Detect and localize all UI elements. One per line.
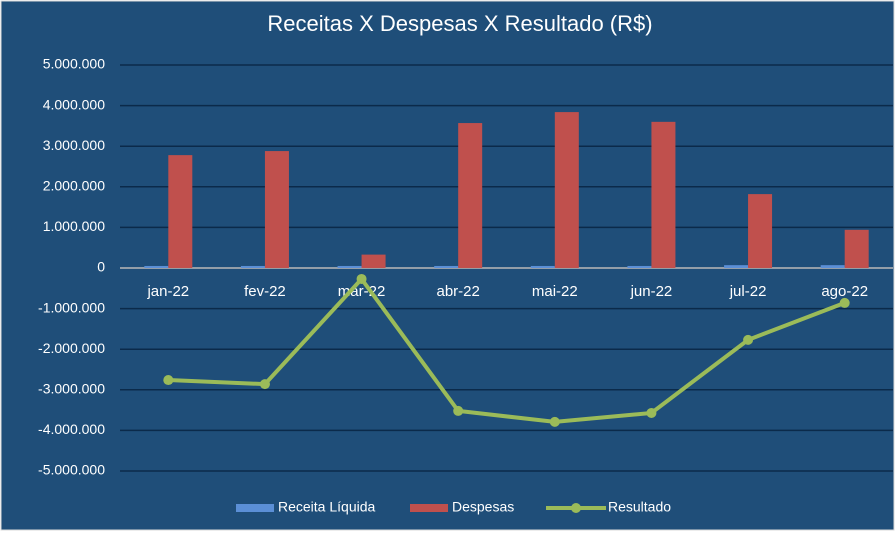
y-tick-label: 1.000.000 — [43, 218, 105, 234]
y-tick-label: -1.000.000 — [38, 299, 105, 315]
point — [549, 416, 560, 427]
point — [453, 405, 464, 416]
legend-swatch — [410, 504, 448, 512]
y-tick-label: -4.000.000 — [38, 421, 105, 437]
y-tick-label: 5.000.000 — [43, 56, 105, 72]
point — [356, 273, 367, 284]
bar — [627, 265, 652, 268]
bar — [651, 121, 676, 268]
bar — [264, 151, 289, 268]
point — [163, 375, 174, 386]
x-tick-label: mai-22 — [532, 283, 578, 300]
legend-swatch — [236, 504, 274, 512]
line — [168, 275, 846, 424]
bar — [458, 123, 483, 268]
bar — [337, 265, 362, 268]
bar — [748, 194, 773, 268]
chart-title: Receitas X Despesas X Resultado (R$) — [267, 11, 652, 36]
bar — [361, 254, 386, 268]
bar — [168, 155, 193, 268]
y-tick-label: 0 — [97, 259, 105, 275]
y-tick-label: 3.000.000 — [43, 137, 105, 153]
bar — [554, 112, 579, 268]
bar — [240, 265, 265, 268]
legend-label: Resultado — [608, 499, 671, 515]
x-tick-label: jun-22 — [630, 283, 673, 300]
bar — [144, 265, 169, 268]
bar — [820, 265, 845, 268]
y-tick-label: 2.000.000 — [43, 178, 105, 194]
x-tick-label: abr-22 — [437, 283, 480, 300]
x-tick-label: jul-22 — [729, 283, 767, 300]
x-tick-label: fev-22 — [244, 283, 286, 300]
point — [839, 297, 850, 308]
point — [646, 407, 657, 418]
y-tick-label: -2.000.000 — [38, 340, 105, 356]
point — [743, 334, 754, 345]
point — [259, 379, 270, 390]
x-tick-label: jan-22 — [146, 283, 189, 300]
bar — [844, 229, 869, 268]
bar — [530, 265, 555, 268]
x-tick-label: ago-22 — [821, 283, 868, 300]
legend-label: Despesas — [452, 499, 514, 515]
legend-label: Receita Líquida — [278, 499, 376, 515]
legend-swatch — [571, 503, 581, 513]
y-tick-label: 4.000.000 — [43, 96, 105, 112]
y-tick-label: -3.000.000 — [38, 381, 105, 397]
bar — [724, 265, 749, 268]
bar — [434, 265, 459, 268]
y-tick-label: -5.000.000 — [38, 462, 105, 478]
